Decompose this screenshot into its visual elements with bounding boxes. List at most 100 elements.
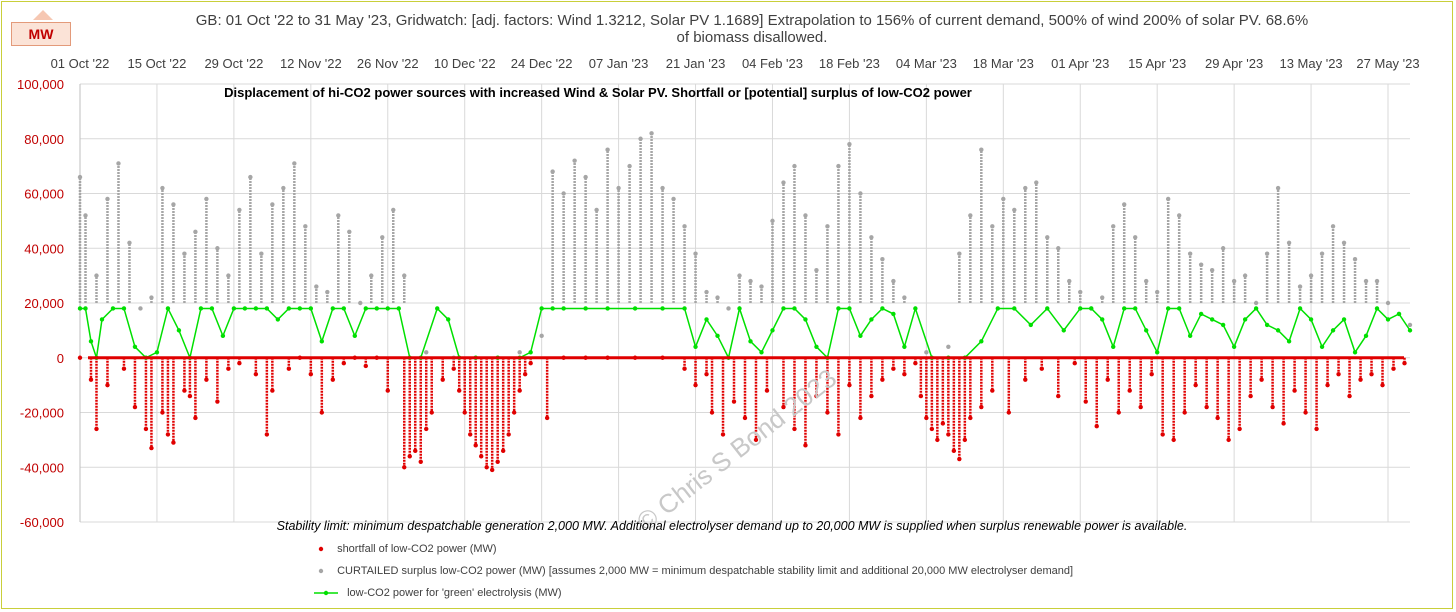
y-tick-label: 80,000: [24, 132, 64, 147]
chart-subtitle: Displacement of hi-CO2 power sources wit…: [224, 85, 972, 100]
data-point: [1220, 322, 1226, 328]
data-point: [1286, 339, 1292, 344]
data-point: [242, 306, 248, 311]
data-point: [869, 393, 874, 399]
data-point: [446, 317, 451, 322]
x-tick-label: 29 Oct '22: [204, 56, 263, 71]
data-point: [143, 426, 149, 432]
data-point: [1253, 300, 1259, 306]
data-point: [902, 344, 907, 349]
data-point: [506, 432, 511, 437]
data-point: [709, 410, 715, 415]
data-point: [1149, 371, 1154, 377]
data-point: [583, 174, 588, 180]
data-point: [1165, 196, 1171, 202]
data-point: [149, 295, 154, 300]
data-point: [1264, 251, 1270, 256]
data-point: [990, 224, 995, 229]
data-point: [1012, 306, 1017, 311]
data-point: [682, 224, 687, 229]
data-point: [1028, 322, 1033, 328]
series-2: [77, 305, 1413, 361]
data-point: [1319, 344, 1325, 349]
data-point: [1187, 333, 1193, 339]
data-point: [924, 350, 929, 355]
x-tick-label: 13 May '23: [1279, 56, 1342, 71]
data-point: [500, 448, 506, 454]
data-point: [979, 404, 984, 410]
y-tick-label: -60,000: [20, 515, 64, 530]
data-point: [918, 393, 924, 399]
data-point: [715, 295, 720, 300]
data-point: [1270, 404, 1275, 410]
data-point: [1292, 388, 1297, 393]
series-line: [80, 305, 1411, 361]
data-point: [858, 191, 863, 196]
data-point: [803, 443, 808, 448]
data-point: [1138, 404, 1143, 410]
data-point: [561, 306, 566, 311]
data-point: [1325, 382, 1330, 388]
data-point: [847, 306, 852, 311]
data-point: [468, 432, 473, 437]
data-point: [138, 306, 143, 311]
data-point: [825, 410, 830, 415]
data-point: [1363, 278, 1369, 284]
unit-label: MW: [11, 22, 71, 46]
y-tick-label: 60,000: [24, 187, 64, 202]
data-point: [616, 185, 621, 191]
data-point: [1380, 382, 1385, 388]
data-point: [478, 454, 484, 459]
data-point: [550, 169, 555, 174]
data-point: [380, 235, 385, 240]
x-tick-label: 15 Apr '23: [1128, 56, 1186, 71]
data-point: [1231, 278, 1237, 284]
data-point: [1143, 278, 1149, 284]
data-point: [528, 350, 533, 355]
data-point: [632, 306, 638, 311]
data-point: [160, 185, 165, 191]
data-point: [171, 202, 176, 207]
data-point: [1100, 317, 1105, 322]
data-point: [1061, 328, 1066, 333]
data-point: [160, 410, 165, 415]
data-point: [792, 163, 797, 169]
data-point: [770, 218, 775, 224]
data-point: [748, 278, 753, 284]
data-point: [1078, 306, 1083, 311]
data-point: [165, 432, 171, 437]
data-point: [176, 328, 182, 333]
x-tick-label: 07 Jan '23: [589, 56, 649, 71]
legend-label-shortfall: shortfall of low-CO2 power (MW): [337, 543, 497, 556]
data-point: [105, 196, 110, 202]
data-point: [275, 317, 281, 322]
data-point: [946, 432, 951, 437]
data-point: [1122, 306, 1127, 311]
data-point: [204, 196, 209, 202]
data-point: [951, 448, 957, 454]
data-point: [1143, 328, 1149, 333]
data-point: [303, 224, 308, 229]
data-point: [836, 306, 841, 311]
data-point: [627, 163, 632, 169]
data-point: [962, 437, 968, 443]
data-point: [1023, 185, 1028, 191]
data-point: [1165, 306, 1171, 311]
data-point: [924, 415, 929, 421]
data-point: [814, 267, 819, 273]
data-point: [1045, 306, 1050, 311]
data-point: [193, 415, 198, 421]
data-point: [1231, 344, 1237, 349]
up-arrow-icon: [33, 10, 53, 20]
data-point: [489, 467, 495, 473]
data-point: [660, 306, 665, 311]
data-point: [1105, 377, 1110, 382]
data-point: [715, 333, 720, 339]
data-point: [264, 306, 270, 311]
data-point: [259, 251, 264, 256]
data-point: [968, 213, 973, 218]
data-point: [995, 306, 1001, 311]
data-point: [215, 399, 220, 404]
y-tick-label: 100,000: [17, 77, 64, 92]
data-point: [1242, 317, 1248, 322]
